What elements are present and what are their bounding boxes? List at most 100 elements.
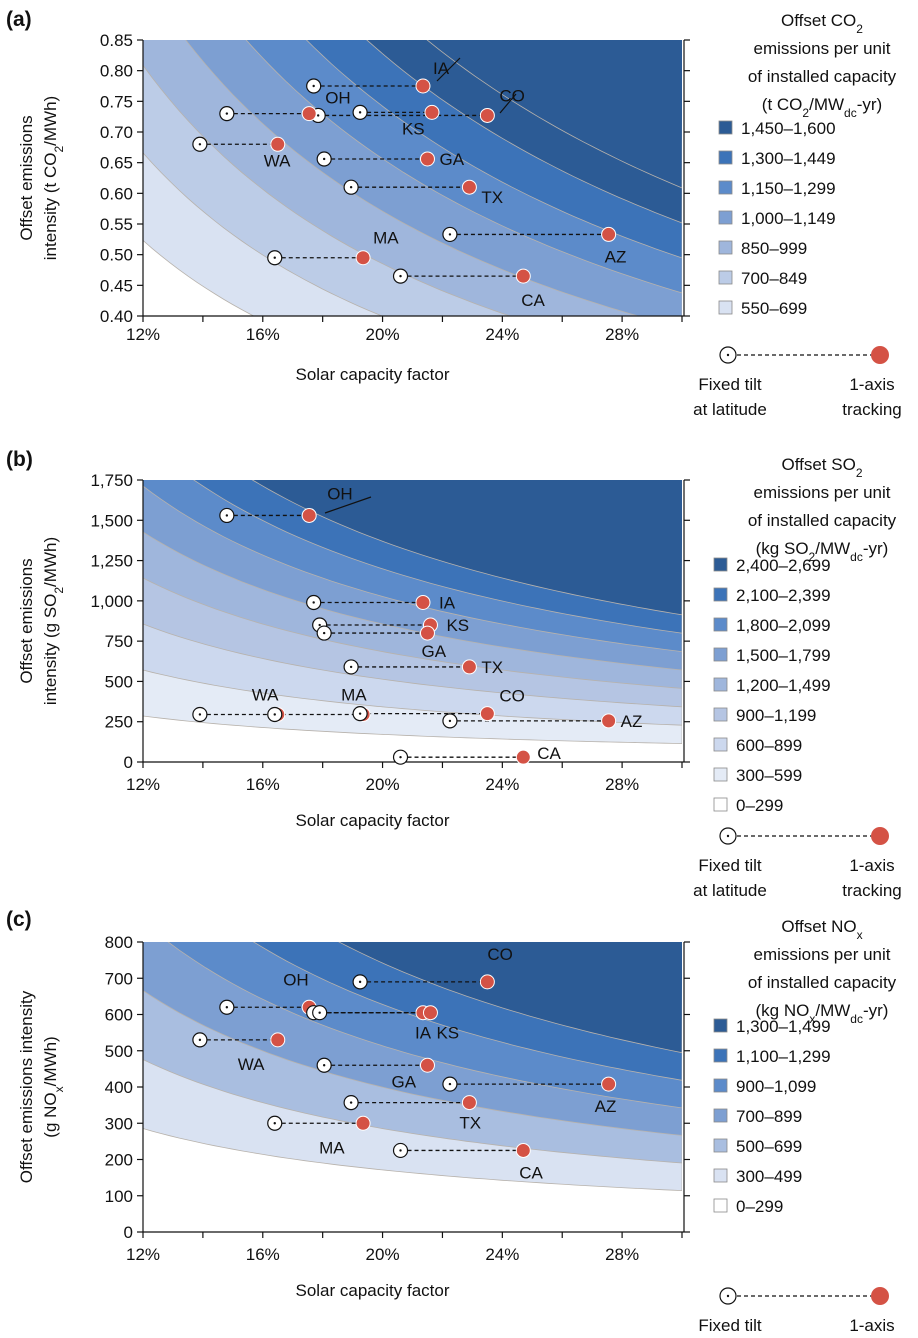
legend-label: 2,400–2,699 — [736, 556, 831, 575]
tracking-point-CO — [479, 107, 495, 123]
y-tick-label: 0.45 — [100, 276, 133, 295]
y-tick-label: 0.75 — [100, 92, 133, 111]
y-tick-label: 0 — [124, 1223, 133, 1242]
panel-label: (b) — [6, 448, 33, 471]
legend-label: 1,800–2,099 — [736, 616, 831, 635]
y-tick-label: 0.55 — [100, 215, 133, 234]
legend-swatch — [713, 617, 728, 632]
legend-label: 0–299 — [736, 1197, 783, 1216]
state-label-CA: CA — [519, 1163, 543, 1182]
legend-title-line4: (kg SO2/MWdc-yr) — [756, 539, 889, 564]
fixed-tilt-point-center-CA — [399, 755, 402, 759]
state-label-AZ: AZ — [595, 1097, 617, 1116]
tracking-point-WA — [270, 1032, 286, 1048]
legend-swatch — [718, 240, 733, 255]
tracking-point-KS — [424, 104, 440, 120]
x-tick-label: 24% — [485, 1245, 519, 1264]
legend-title-line3: of installed capacity — [748, 67, 897, 86]
state-label-MA: MA — [373, 229, 399, 248]
y-tick-label: 1,000 — [90, 592, 133, 611]
legend-tracking-marker — [871, 346, 889, 364]
state-label-CO: CO — [487, 945, 512, 964]
legend-swatch — [713, 1048, 728, 1063]
y-axis-title-line2: (g NOx/MWh) — [41, 1036, 66, 1137]
legend-label: 1,500–1,799 — [736, 646, 831, 665]
y-tick-label: 0.70 — [100, 123, 133, 142]
y-axis-title-line1: Offset emissions — [17, 558, 36, 683]
tracking-point-GA — [419, 151, 435, 167]
legend-title-line2: emissions per unit — [753, 945, 890, 964]
legend-label: 1,100–1,299 — [736, 1047, 831, 1066]
fixed-tilt-point-center-GA — [322, 157, 326, 161]
legend-label: 1,450–1,600 — [741, 119, 836, 138]
fixed-tilt-point-center-MA — [273, 256, 276, 259]
legend-tracking-label-line2: tracking — [842, 400, 902, 419]
fixed-tilt-point-center-AZ — [448, 233, 452, 236]
x-tick-label: 16% — [246, 775, 280, 794]
state-label-KS: KS — [436, 1024, 459, 1043]
legend-tracking-label-line2: tracking — [842, 881, 902, 900]
tracking-point-AZ — [601, 226, 617, 242]
tracking-point-KS — [422, 1005, 438, 1021]
y-axis-title-subscript: x — [52, 1086, 66, 1092]
legend-fixed-tilt-label-line2: at latitude — [693, 881, 767, 900]
fixed-tilt-point-center-KS — [318, 1011, 321, 1014]
y-tick-label: 0.85 — [100, 31, 133, 50]
y-axis-title-subscript: 2 — [52, 146, 66, 153]
legend-unit-subscript: 2 — [802, 106, 809, 120]
fixed-tilt-point-center-GA — [322, 1064, 326, 1067]
legend-label: 850–999 — [741, 239, 807, 258]
tracking-point-CO — [479, 974, 495, 990]
fixed-tilt-point-center-TX — [349, 665, 353, 669]
fixed-tilt-point-center-OH — [225, 112, 229, 115]
y-tick-label: 100 — [105, 1187, 133, 1206]
tracking-point-IA — [415, 78, 431, 94]
legend-label: 1,000–1,149 — [741, 209, 836, 228]
legend-fixed-tilt-marker-center — [726, 353, 730, 357]
state-label-KS: KS — [402, 119, 425, 138]
y-tick-label: 750 — [105, 632, 133, 651]
legend-label: 1,150–1,299 — [741, 179, 836, 198]
legend-swatch — [713, 647, 728, 662]
legend-swatch — [713, 1078, 728, 1093]
y-axis-title-line1: Offset emissions intensity — [17, 990, 36, 1183]
legend-swatch — [713, 587, 728, 602]
tracking-point-OH — [301, 507, 317, 523]
state-label-TX: TX — [481, 658, 503, 677]
plot-area — [143, 942, 682, 1232]
legend-unit-part: (t CO — [762, 95, 803, 114]
legend-title-subscript: 2 — [856, 22, 863, 36]
tracking-point-CA — [515, 1142, 531, 1158]
tracking-point-AZ — [601, 713, 617, 729]
fixed-tilt-point-center-CO — [316, 114, 320, 117]
fixed-tilt-point-center-KS — [318, 623, 321, 627]
tracking-point-OH — [301, 106, 317, 122]
legend-fixed-tilt-marker-center — [726, 1294, 730, 1298]
state-label-MA: MA — [319, 1138, 345, 1157]
legend-title-line1: Offset SO2 — [781, 455, 862, 480]
fixed-tilt-point-center-GA — [322, 631, 326, 635]
x-tick-label: 28% — [605, 775, 639, 794]
legend-title-part: Offset SO — [781, 455, 855, 474]
legend-tracking-marker — [871, 827, 889, 845]
state-label-CO: CO — [499, 687, 524, 706]
state-label-IA: IA — [415, 1024, 432, 1043]
tracking-point-CO — [479, 706, 495, 722]
fixed-tilt-point-center-CO — [358, 980, 362, 984]
legend-swatch — [718, 180, 733, 195]
state-label-WA: WA — [238, 1055, 265, 1074]
legend-swatch — [718, 120, 733, 135]
tracking-point-TX — [461, 659, 477, 675]
x-tick-label: 28% — [605, 325, 639, 344]
legend-swatch — [713, 1018, 728, 1033]
state-label-WA: WA — [264, 151, 291, 170]
plot-area — [143, 480, 682, 762]
x-tick-label: 24% — [485, 325, 519, 344]
x-tick-label: 12% — [126, 1245, 160, 1264]
y-axis-title-subscript: 2 — [52, 587, 66, 594]
y-tick-label: 0 — [124, 753, 133, 772]
x-tick-label: 16% — [246, 325, 280, 344]
legend-unit-part: /MW — [809, 95, 844, 114]
state-label-OH: OH — [283, 970, 309, 989]
